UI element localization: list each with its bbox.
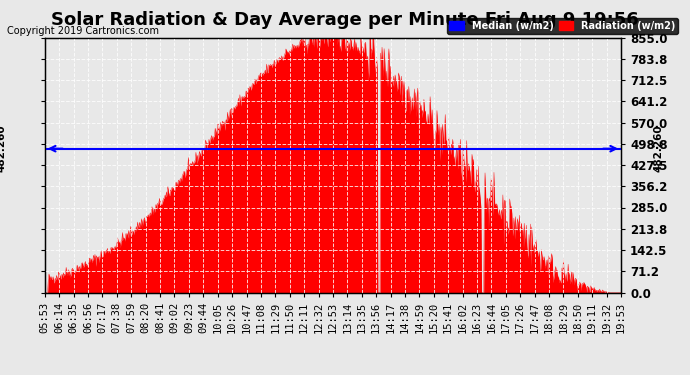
Text: Copyright 2019 Cartronics.com: Copyright 2019 Cartronics.com	[7, 26, 159, 36]
Text: 482.260: 482.260	[0, 125, 7, 172]
Text: Solar Radiation & Day Average per Minute Fri Aug 9 19:56: Solar Radiation & Day Average per Minute…	[51, 11, 639, 29]
Legend: Median (w/m2), Radiation (w/m2): Median (w/m2), Radiation (w/m2)	[446, 18, 678, 34]
Text: 482.260: 482.260	[653, 125, 664, 172]
